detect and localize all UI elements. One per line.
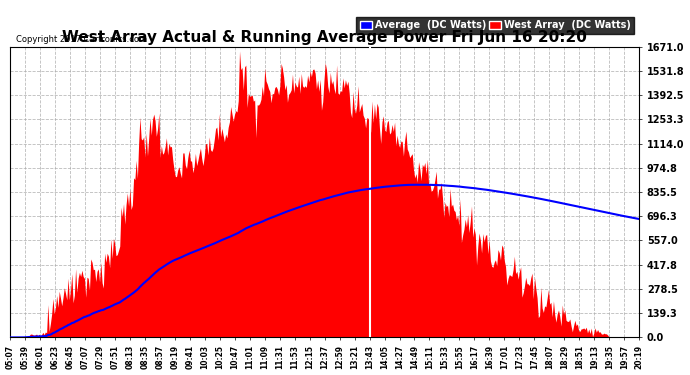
Legend: Average  (DC Watts), West Array  (DC Watts): Average (DC Watts), West Array (DC Watts… [356,16,634,34]
Text: Copyright 2017 Cartronics.com: Copyright 2017 Cartronics.com [17,35,148,44]
Title: West Array Actual & Running Average Power Fri Jun 16 20:20: West Array Actual & Running Average Powe… [62,30,587,45]
